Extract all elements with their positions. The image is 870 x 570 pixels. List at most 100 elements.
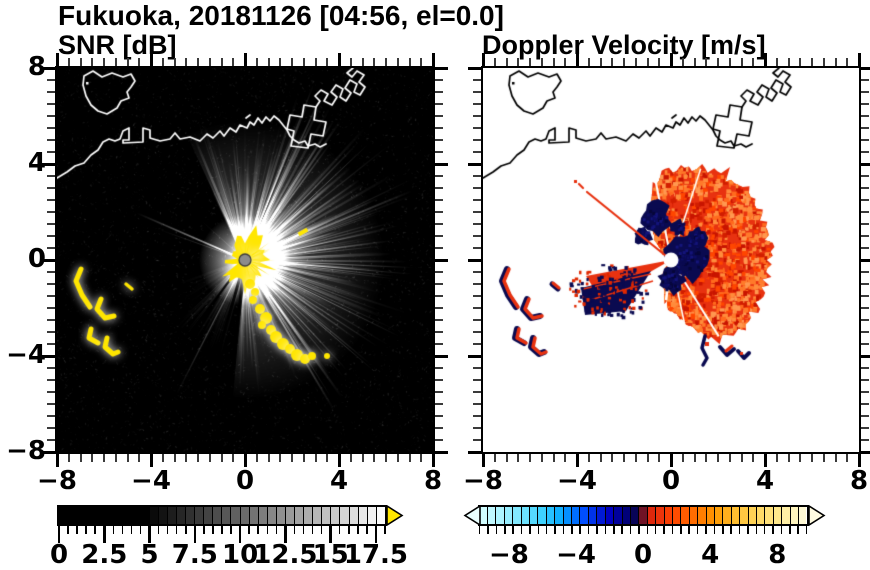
axis-tick: [681, 454, 684, 462]
colorbar-cell: [689, 507, 699, 524]
axis-tick: [255, 58, 258, 66]
colorbar-tick-label: 0: [49, 540, 69, 570]
axis-tick: [408, 58, 411, 66]
snr-panel: [55, 66, 435, 454]
colorbar-tick: [374, 526, 378, 543]
colorbar-cell: [479, 507, 488, 524]
axis-tick: [435, 175, 443, 177]
axis-tick: [473, 295, 481, 297]
colorbar-tick: [293, 526, 296, 534]
colorbar-cell: [258, 507, 268, 524]
colorbar-tick-label: 8: [768, 540, 787, 570]
axis-tick: [435, 199, 443, 201]
colorbar-tick: [504, 526, 506, 534]
axis-tick: [431, 53, 435, 66]
colorbar-tick-label: 12.5: [253, 540, 318, 570]
axis-tick: [197, 58, 199, 66]
axis-tick: [787, 454, 790, 462]
axis-tick: [861, 175, 869, 177]
colorbar-tick-label: 17.5: [343, 540, 409, 570]
axis-tick: [861, 379, 869, 381]
colorbar-cell: [622, 507, 631, 524]
axis-tick: [232, 58, 235, 66]
axis-tick: [435, 103, 443, 105]
axis-tick: [473, 91, 481, 93]
snr-y-tick-label: 4: [27, 148, 46, 178]
snr-x-tick-label: 8: [423, 466, 443, 496]
vel-x-tick-label: 0: [661, 466, 681, 496]
colorbar-tick: [366, 526, 368, 534]
axis-tick: [623, 58, 625, 66]
colorbar-tick: [384, 526, 386, 534]
axis-tick: [861, 79, 869, 81]
colorbar-cell: [513, 507, 522, 524]
axis-tick: [103, 454, 105, 462]
axis-tick: [47, 283, 55, 285]
colorbar-tick: [747, 526, 749, 534]
colorbar-tick: [680, 526, 682, 534]
axis-tick: [149, 454, 153, 467]
axis-tick: [47, 211, 55, 213]
axis-tick: [114, 454, 117, 462]
axis-tick: [473, 199, 481, 201]
colorbar-tick-label: 4: [701, 540, 720, 570]
axis-tick: [861, 403, 869, 405]
axis-tick: [473, 151, 481, 153]
axis-tick: [763, 454, 767, 467]
axis-tick: [91, 58, 94, 66]
colorbar-tick: [311, 526, 314, 534]
axis-tick: [267, 454, 270, 462]
colorbar-tick: [212, 526, 214, 534]
axis-tick: [669, 53, 673, 66]
axis-tick: [861, 427, 869, 429]
colorbar-tick: [284, 526, 287, 543]
axis-tick: [473, 115, 481, 117]
axis-tick: [47, 319, 55, 321]
colorbar-cell: [267, 507, 277, 524]
vel-panel: [481, 66, 861, 454]
colorbar-cell: [86, 507, 96, 524]
colorbar-cell: [68, 507, 78, 524]
colorbar-cell: [213, 507, 223, 524]
axis-tick: [529, 58, 531, 66]
vel-colorbar-underflow-arrow: [463, 505, 481, 526]
axis-tick: [47, 115, 55, 117]
axis-tick: [473, 103, 481, 105]
colorbar-tick: [520, 526, 523, 534]
colorbar-tick: [621, 526, 623, 534]
axis-tick: [861, 247, 869, 249]
colorbar-cell: [313, 507, 323, 524]
snr-x-tick-label: −8: [37, 466, 77, 496]
axis-tick: [517, 58, 520, 66]
colorbar-cell: [555, 507, 564, 524]
axis-tick: [435, 354, 448, 358]
axis-tick: [658, 58, 661, 66]
axis-tick: [255, 454, 258, 462]
axis-tick: [861, 211, 869, 213]
axis-tick: [435, 427, 443, 429]
axis-tick: [185, 58, 188, 66]
axis-tick: [435, 79, 443, 81]
colorbar-tick: [537, 526, 540, 534]
colorbar-cell: [195, 507, 205, 524]
axis-tick: [435, 223, 443, 225]
axis-tick: [47, 415, 55, 417]
vel-radar-image: [483, 68, 859, 452]
axis-tick: [47, 247, 55, 249]
axis-tick: [79, 454, 82, 462]
colorbar-cell: [222, 507, 232, 524]
axis-tick: [431, 454, 435, 467]
colorbar-cell: [488, 507, 497, 524]
colorbar-tick: [166, 526, 169, 534]
axis-tick: [611, 58, 614, 66]
vel-colorbar-overflow-arrow: [807, 505, 826, 526]
axis-tick: [435, 415, 443, 417]
axis-tick: [646, 454, 649, 462]
axis-tick: [552, 454, 555, 462]
colorbar-tick: [103, 526, 106, 543]
colorbar-tick: [76, 526, 78, 534]
colorbar-tick: [663, 526, 665, 534]
axis-tick: [279, 58, 282, 66]
axis-tick: [473, 127, 481, 129]
snr-y-tick-label: 8: [27, 52, 46, 82]
